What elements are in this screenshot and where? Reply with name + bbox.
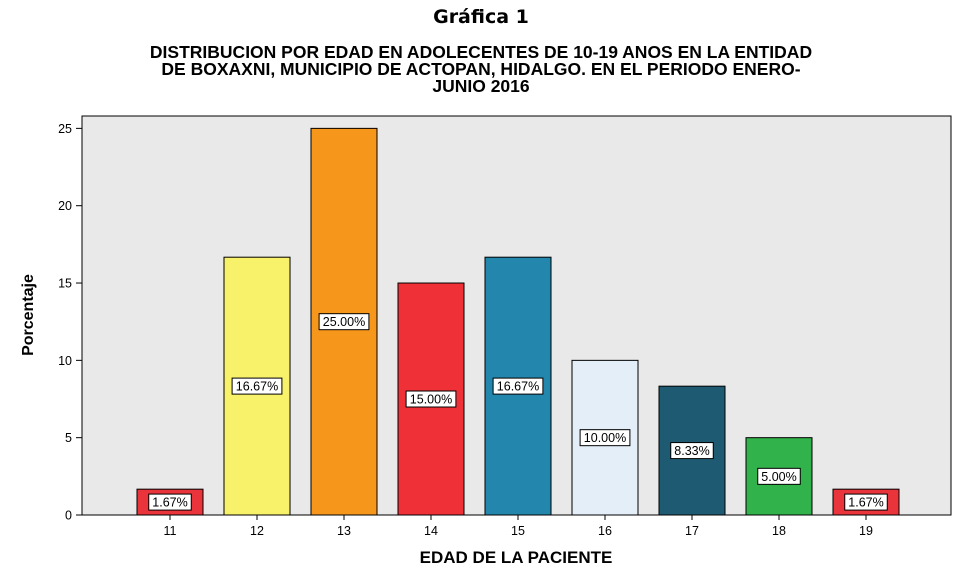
x-tick-label: 18 bbox=[772, 524, 786, 538]
y-tick-label: 0 bbox=[65, 509, 72, 523]
x-tick-label: 11 bbox=[164, 524, 177, 538]
data-label: 15.00% bbox=[410, 393, 452, 407]
data-label-box bbox=[670, 442, 714, 460]
x-tick-label: 14 bbox=[424, 524, 438, 538]
data-label-box bbox=[148, 493, 192, 511]
y-tick-label: 25 bbox=[58, 122, 72, 136]
data-label: 5.00% bbox=[761, 470, 796, 484]
y-tick-label: 20 bbox=[58, 199, 72, 213]
x-tick-label: 12 bbox=[250, 524, 264, 538]
data-label: 25.00% bbox=[323, 315, 365, 329]
chart-title-line-3: JUNIO 2016 bbox=[432, 76, 530, 96]
data-label: 1.67% bbox=[152, 496, 187, 510]
chart-title-line-1: DISTRIBUCION POR EDAD EN ADOLECENTES DE … bbox=[149, 42, 813, 62]
x-tick-label: 16 bbox=[598, 524, 612, 538]
data-label-box bbox=[757, 467, 801, 485]
data-label: 1.67% bbox=[848, 496, 883, 510]
data-label-box bbox=[318, 313, 370, 331]
y-tick-label: 10 bbox=[58, 354, 72, 368]
data-label-box bbox=[844, 493, 888, 511]
data-label-box bbox=[579, 429, 631, 447]
bar-19 bbox=[832, 488, 900, 516]
chart-title: DISTRIBUCION POR EDAD EN ADOLECENTES DE … bbox=[0, 42, 962, 96]
data-label: 8.33% bbox=[674, 444, 709, 458]
data-label: 16.67% bbox=[497, 380, 539, 394]
x-tick-label: 15 bbox=[511, 524, 525, 538]
x-tick-label: 13 bbox=[337, 524, 351, 538]
bar-18 bbox=[745, 437, 813, 516]
data-label-box bbox=[231, 377, 283, 395]
y-tick-label: 15 bbox=[58, 277, 72, 291]
data-label-box bbox=[492, 377, 544, 395]
y-axis-title: Porcentaje bbox=[20, 274, 37, 356]
x-tick-label: 17 bbox=[685, 524, 699, 538]
data-label: 16.67% bbox=[236, 380, 278, 394]
y-tick-label: 5 bbox=[65, 431, 72, 445]
x-tick-label: 19 bbox=[859, 524, 873, 538]
data-labels-group: 1.67% 16.67% 25.00% 15.00% 16.67% 10.00% 8.33%… bbox=[148, 313, 888, 511]
data-label-box bbox=[405, 390, 457, 408]
y-axis: 0 5 10 15 20 25 bbox=[58, 122, 82, 523]
figure-label: Gráfica 1 bbox=[433, 6, 529, 28]
x-axis-title: EDAD DE LA PACIENTE bbox=[420, 548, 613, 567]
chart-title-line-2: DE BOXAXNI, MUNICIPIO DE ACTOPAN, HIDALG… bbox=[161, 59, 801, 79]
x-axis: 11 12 13 14 15 16 17 18 19 bbox=[164, 515, 873, 538]
data-label: 10.00% bbox=[584, 431, 626, 445]
